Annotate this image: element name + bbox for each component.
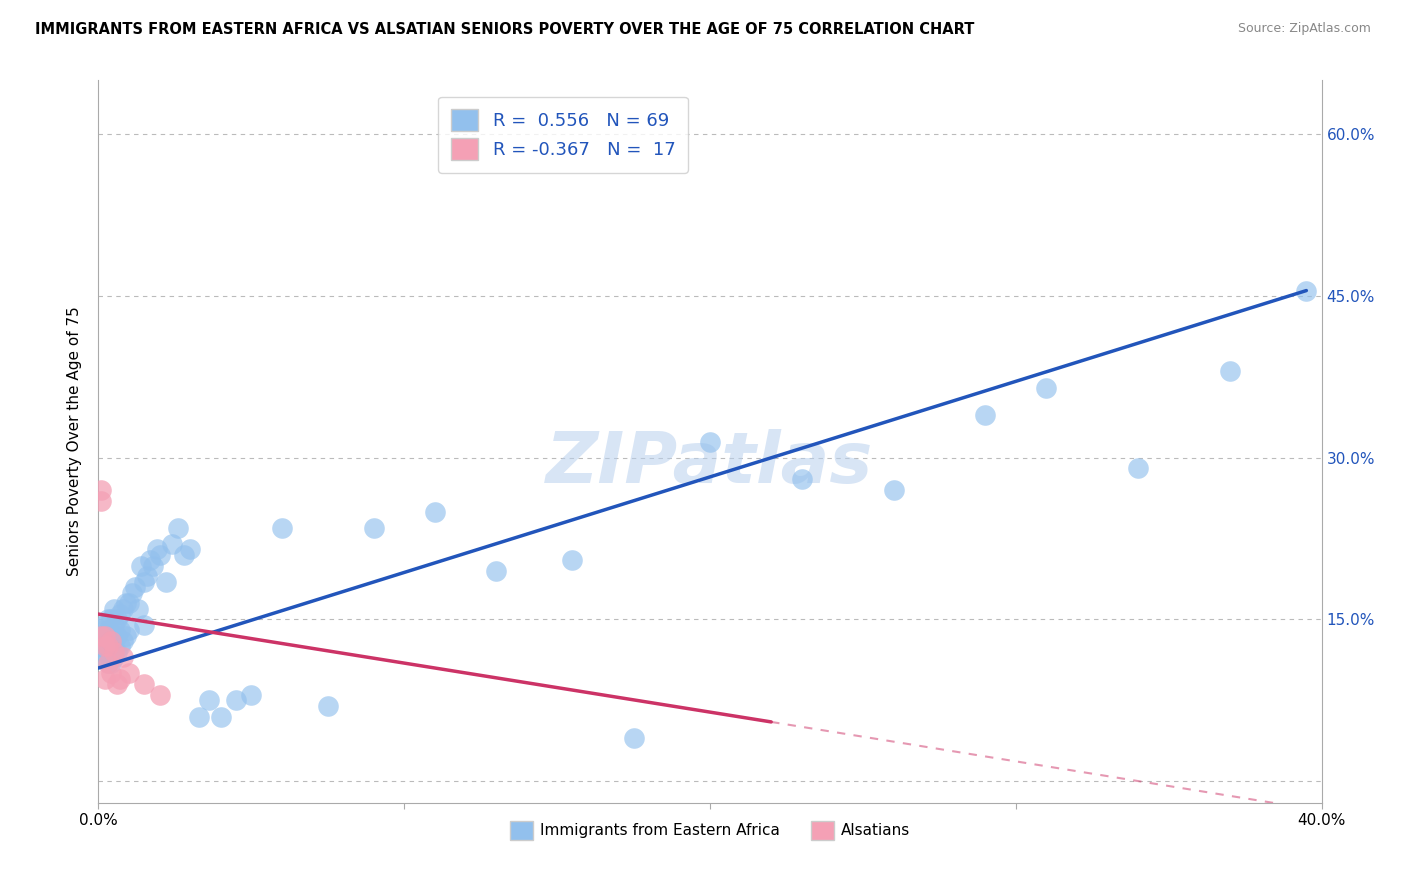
Point [197, 693, 219, 707]
Point [1035, 381, 1057, 395]
Point [108, 607, 131, 621]
Point [316, 698, 339, 713]
Point [139, 553, 162, 567]
Point [103, 601, 125, 615]
Point [103, 629, 125, 643]
Point [97, 645, 120, 659]
Point [97, 624, 120, 638]
Point [100, 629, 122, 643]
Point [97, 612, 120, 626]
Point [423, 505, 446, 519]
Point [105, 612, 128, 626]
Point [155, 574, 177, 589]
Point [145, 542, 167, 557]
Point [108, 640, 131, 654]
Point [270, 521, 292, 535]
Point [561, 553, 583, 567]
Point [118, 596, 141, 610]
Point [103, 650, 125, 665]
Point [115, 596, 138, 610]
Point [90, 493, 112, 508]
Point [1295, 284, 1317, 298]
Point [121, 585, 143, 599]
Point [363, 521, 385, 535]
Point [111, 650, 134, 665]
Point [108, 672, 131, 686]
Point [623, 731, 645, 745]
Point [209, 709, 232, 723]
Point [974, 408, 997, 422]
Point [100, 634, 122, 648]
Point [90, 634, 112, 648]
Point [142, 558, 165, 573]
Point [134, 677, 156, 691]
Point [105, 629, 128, 643]
Point [103, 640, 125, 654]
Point [179, 542, 201, 557]
Point [173, 548, 195, 562]
Y-axis label: Seniors Poverty Over the Age of 75: Seniors Poverty Over the Age of 75 [67, 307, 83, 576]
Point [790, 472, 813, 486]
Point [1128, 461, 1150, 475]
Text: ZIPatlas: ZIPatlas [547, 429, 873, 498]
Point [485, 564, 508, 578]
Point [93, 645, 115, 659]
Point [100, 612, 122, 626]
Point [97, 656, 120, 670]
Point [93, 629, 115, 643]
Point [93, 640, 115, 654]
Point [90, 624, 112, 638]
Point [105, 645, 128, 659]
Text: IMMIGRANTS FROM EASTERN AFRICA VS ALSATIAN SENIORS POVERTY OVER THE AGE OF 75 CO: IMMIGRANTS FROM EASTERN AFRICA VS ALSATI… [35, 22, 974, 37]
Point [93, 634, 115, 648]
Point [97, 640, 120, 654]
Point [240, 688, 263, 702]
Point [149, 688, 172, 702]
Point [90, 640, 112, 654]
Point [90, 483, 112, 497]
Point [100, 666, 122, 681]
Point [100, 645, 122, 659]
Point [127, 601, 149, 615]
Point [90, 629, 112, 643]
Point [100, 656, 122, 670]
Point [108, 624, 131, 638]
Point [111, 601, 134, 615]
Point [160, 537, 183, 551]
Point [1219, 364, 1241, 378]
Point [93, 650, 115, 665]
Point [136, 569, 159, 583]
Point [134, 618, 156, 632]
Point [93, 672, 115, 686]
Point [93, 618, 115, 632]
Point [97, 656, 120, 670]
Text: Source: ZipAtlas.com: Source: ZipAtlas.com [1237, 22, 1371, 36]
Point [188, 709, 211, 723]
Point [225, 693, 247, 707]
Point [103, 645, 125, 659]
Point [103, 618, 125, 632]
Point [105, 677, 128, 691]
Point [134, 574, 156, 589]
Point [118, 666, 141, 681]
Point [124, 580, 146, 594]
Point [149, 548, 172, 562]
Point [129, 558, 152, 573]
Point [97, 634, 120, 648]
Point [167, 521, 190, 535]
Point [883, 483, 905, 497]
Point [115, 629, 138, 643]
Point [118, 624, 141, 638]
Legend: Immigrants from Eastern Africa, Alsatians: Immigrants from Eastern Africa, Alsatian… [503, 815, 917, 846]
Point [699, 434, 721, 449]
Point [111, 634, 134, 648]
